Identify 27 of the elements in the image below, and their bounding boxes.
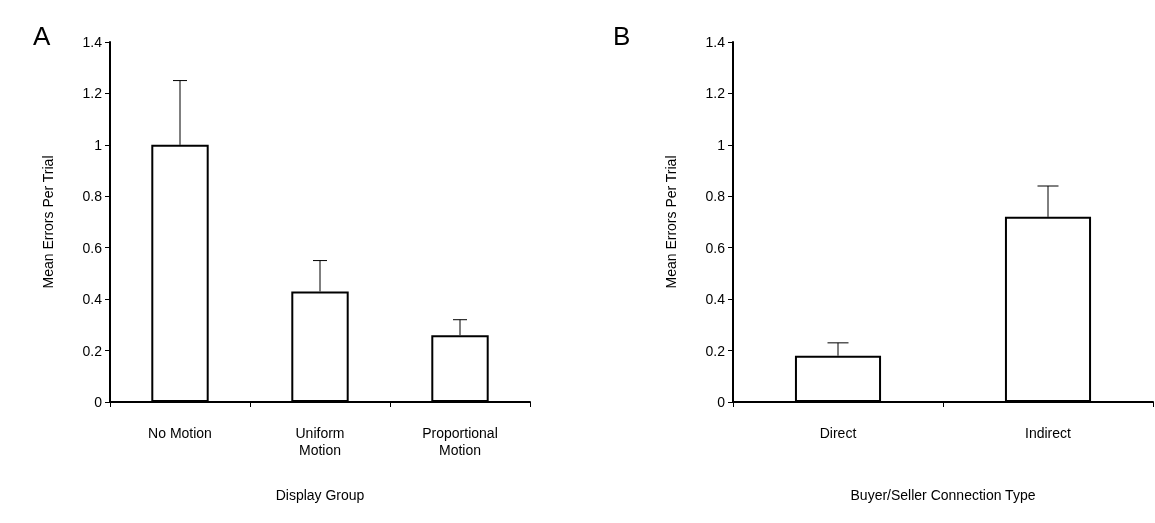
x-tick-label: No Motion (148, 424, 212, 441)
y-tick-label: 0.2 (705, 342, 726, 359)
y-tick-label: 1.4 (82, 34, 103, 50)
y-tick-label: 1.4 (705, 34, 726, 50)
y-tick-label: 1 (717, 136, 726, 153)
y-tick-label: 0.4 (705, 291, 726, 308)
y-axis-title: Mean Errors Per Trial (663, 155, 679, 289)
x-tick-label: Direct (819, 424, 857, 441)
y-tick-label: 0.6 (82, 239, 103, 256)
y-tick-label: 0.4 (82, 291, 103, 308)
chart-title: B (613, 21, 631, 51)
y-tick-label: 1.2 (82, 85, 103, 102)
y-tick-label: 0.2 (82, 342, 103, 359)
y-tick-label: 1.2 (705, 85, 726, 102)
x-axis-title: Buyer/Seller Connection Type (850, 487, 1036, 503)
x-tick-label: Indirect (1025, 424, 1072, 441)
x-tick-label: Proportional Motion (422, 424, 498, 458)
chart-title: A (33, 21, 51, 51)
x-tick-label: Uniform Motion (295, 424, 345, 458)
y-tick-label: 0 (717, 394, 726, 410)
y-tick-label: 0 (94, 394, 103, 410)
x-axis-title: Display Group (275, 487, 365, 503)
y-tick-label: 0.8 (82, 188, 103, 205)
y-tick-label: 0.8 (705, 188, 726, 205)
y-axis-title: Mean Errors Per Trial (40, 155, 56, 289)
y-tick-label: 0.6 (705, 239, 726, 256)
y-tick-label: 1 (94, 136, 103, 153)
